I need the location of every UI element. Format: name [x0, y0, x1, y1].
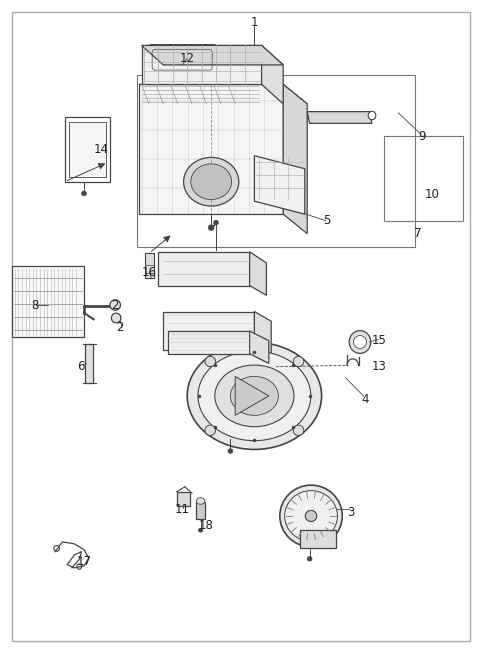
Polygon shape — [262, 45, 283, 104]
Bar — [384, 136, 463, 221]
FancyBboxPatch shape — [147, 45, 217, 75]
Ellipse shape — [353, 336, 367, 349]
Bar — [145, 253, 154, 278]
Polygon shape — [142, 45, 262, 84]
Polygon shape — [250, 331, 269, 363]
Ellipse shape — [214, 220, 218, 225]
Text: 12: 12 — [180, 52, 195, 65]
Ellipse shape — [293, 356, 304, 367]
Polygon shape — [142, 45, 283, 65]
Text: 5: 5 — [323, 214, 330, 227]
Bar — [177, 492, 190, 506]
Polygon shape — [254, 156, 305, 214]
Text: 14: 14 — [93, 143, 108, 156]
Ellipse shape — [215, 365, 294, 427]
Text: 1: 1 — [251, 16, 258, 29]
Ellipse shape — [191, 164, 231, 200]
Text: 10: 10 — [425, 188, 439, 201]
Bar — [196, 502, 205, 519]
Text: 8: 8 — [31, 299, 38, 312]
Ellipse shape — [82, 191, 86, 196]
Text: 4: 4 — [361, 393, 369, 406]
Text: 9: 9 — [419, 130, 426, 143]
Ellipse shape — [111, 313, 121, 323]
Ellipse shape — [110, 300, 120, 310]
Ellipse shape — [199, 528, 203, 532]
Text: 13: 13 — [372, 360, 386, 373]
Polygon shape — [158, 252, 250, 286]
Ellipse shape — [228, 449, 233, 453]
Ellipse shape — [205, 356, 216, 367]
Bar — [65, 117, 110, 182]
Ellipse shape — [305, 510, 317, 522]
Ellipse shape — [349, 331, 371, 353]
Bar — [12, 266, 84, 337]
Ellipse shape — [230, 376, 278, 415]
Ellipse shape — [183, 158, 239, 206]
Ellipse shape — [208, 225, 214, 230]
Polygon shape — [307, 112, 370, 118]
Text: 2: 2 — [111, 299, 119, 312]
Ellipse shape — [280, 485, 342, 546]
Ellipse shape — [307, 556, 312, 561]
Ellipse shape — [187, 342, 322, 449]
Polygon shape — [163, 312, 254, 350]
Polygon shape — [168, 331, 250, 354]
Polygon shape — [307, 112, 372, 123]
Polygon shape — [283, 84, 307, 234]
Text: 2: 2 — [116, 321, 124, 334]
Ellipse shape — [205, 425, 216, 435]
Ellipse shape — [198, 351, 311, 441]
Text: 15: 15 — [372, 334, 386, 347]
Text: 6: 6 — [77, 360, 84, 373]
Text: 3: 3 — [347, 506, 354, 519]
Text: 18: 18 — [199, 519, 214, 532]
Bar — [69, 122, 106, 177]
Text: 17: 17 — [76, 555, 92, 568]
Text: 16: 16 — [141, 266, 156, 279]
Bar — [85, 344, 93, 383]
Text: 11: 11 — [175, 503, 190, 516]
Polygon shape — [235, 376, 269, 415]
Polygon shape — [139, 84, 283, 214]
Bar — [300, 530, 336, 548]
Ellipse shape — [368, 112, 376, 119]
Bar — [137, 75, 415, 247]
Polygon shape — [254, 312, 271, 360]
Text: 7: 7 — [414, 227, 421, 240]
Ellipse shape — [285, 491, 337, 541]
Ellipse shape — [196, 498, 205, 504]
Polygon shape — [139, 84, 307, 104]
Ellipse shape — [293, 425, 304, 435]
Polygon shape — [250, 252, 266, 295]
